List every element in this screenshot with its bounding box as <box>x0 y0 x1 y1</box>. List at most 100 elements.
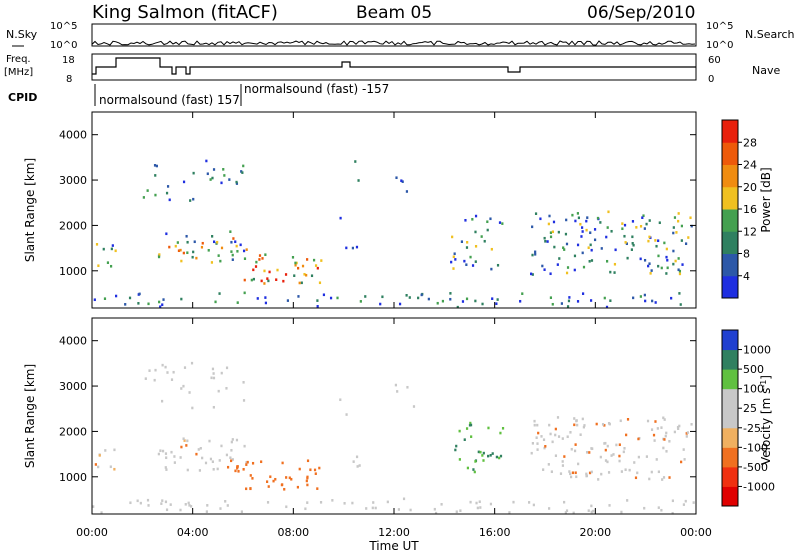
data-point <box>200 245 204 249</box>
power-ylabel: Slant Range [km] <box>23 158 37 262</box>
data-point <box>345 413 348 416</box>
data-point <box>585 472 588 476</box>
data-point <box>161 363 164 367</box>
data-point <box>188 391 191 394</box>
data-point <box>220 181 223 185</box>
data-point <box>499 454 503 458</box>
data-point <box>563 248 566 251</box>
data-point <box>619 419 622 423</box>
data-point <box>212 372 215 375</box>
data-point <box>573 423 576 427</box>
data-point <box>456 305 459 309</box>
data-point <box>191 255 194 259</box>
data-point <box>217 254 220 257</box>
velocity-cbar-label: Velocity [m s-1] <box>759 375 773 465</box>
beam-title: Beam 05 <box>356 3 432 23</box>
data-point <box>379 302 382 306</box>
data-point <box>551 440 554 444</box>
data-point <box>417 296 420 300</box>
data-point <box>684 499 687 503</box>
data-point <box>465 246 469 249</box>
data-point <box>165 232 168 236</box>
data-point <box>631 242 634 245</box>
data-point <box>631 235 634 239</box>
data-point <box>460 240 464 243</box>
data-point <box>214 300 217 304</box>
data-point <box>686 431 689 434</box>
data-point <box>554 454 558 458</box>
data-point <box>589 231 592 235</box>
data-point <box>230 250 233 253</box>
data-point <box>458 429 461 433</box>
data-point <box>652 433 656 437</box>
data-point <box>568 296 571 299</box>
data-point <box>208 439 211 443</box>
data-point <box>549 235 553 239</box>
nsky-trace <box>91 40 696 46</box>
power-colorbar: 4 8 12 16 20 24 28 <box>721 119 757 299</box>
data-point <box>651 299 654 303</box>
data-point <box>548 214 551 218</box>
data-point <box>477 450 480 454</box>
data-point <box>576 243 580 247</box>
data-point <box>182 180 186 184</box>
data-point <box>230 448 233 452</box>
data-point <box>454 448 457 452</box>
data-point <box>577 216 581 220</box>
data-point <box>599 221 602 224</box>
data-point <box>245 487 248 491</box>
data-point <box>114 249 117 253</box>
data-point <box>97 264 100 268</box>
data-point <box>371 506 374 510</box>
data-point <box>284 273 288 276</box>
data-point <box>606 259 609 263</box>
data-point <box>590 248 593 252</box>
data-point <box>566 266 570 269</box>
left-tick-1e5: 10^5 <box>50 21 77 32</box>
data-point <box>405 190 409 193</box>
data-point <box>306 501 309 504</box>
data-point <box>643 258 647 262</box>
data-point <box>242 399 246 402</box>
data-point <box>276 268 279 272</box>
data-point <box>351 501 354 505</box>
data-point <box>137 302 140 305</box>
data-point <box>182 384 185 388</box>
data-point <box>255 260 258 264</box>
data-point <box>472 468 475 471</box>
data-point <box>534 252 537 256</box>
data-point <box>480 235 483 238</box>
data-point <box>220 371 223 375</box>
data-point <box>489 502 493 506</box>
data-point <box>158 253 161 256</box>
data-point <box>239 243 242 247</box>
data-point <box>408 296 411 299</box>
data-point <box>266 501 270 504</box>
data-point <box>539 217 542 221</box>
colorbar-swatch <box>722 427 738 448</box>
data-point <box>396 390 399 393</box>
data-point <box>240 170 243 173</box>
data-point <box>670 296 673 300</box>
data-point <box>306 459 310 463</box>
data-point <box>165 456 168 460</box>
data-point <box>582 265 586 269</box>
data-point <box>628 468 631 472</box>
data-point <box>588 471 592 475</box>
data-point <box>597 478 600 481</box>
data-point <box>109 465 112 469</box>
data-point <box>286 299 290 302</box>
data-point <box>625 433 628 437</box>
data-point <box>542 468 545 471</box>
data-point <box>249 474 252 477</box>
data-point <box>630 248 633 251</box>
data-point <box>409 508 412 512</box>
data-point <box>621 227 624 231</box>
data-point <box>314 264 318 267</box>
data-point <box>186 468 189 472</box>
data-point <box>665 255 668 259</box>
data-point <box>297 295 300 298</box>
data-point <box>593 238 597 242</box>
data-point <box>474 260 477 263</box>
